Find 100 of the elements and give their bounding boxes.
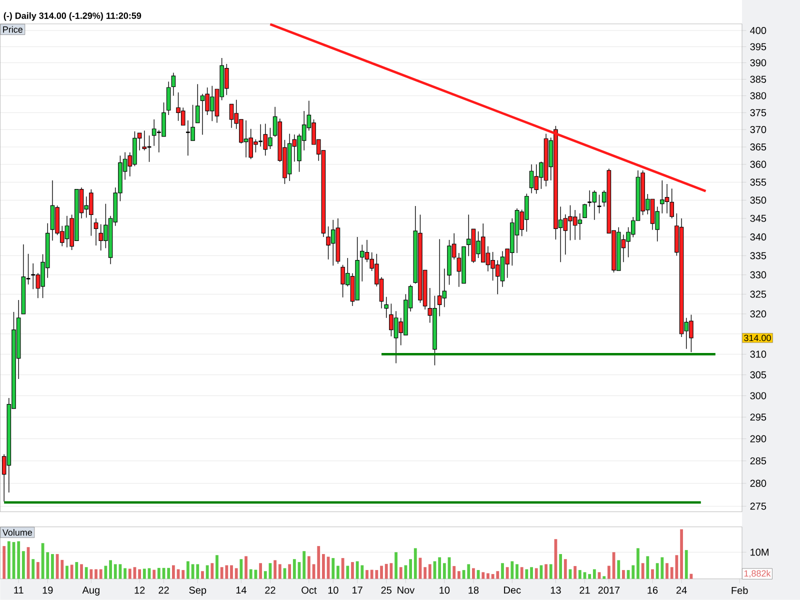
bar [482, 572, 485, 579]
x-tick-label: 14 [236, 586, 246, 594]
x-tick-label: 17 [352, 586, 362, 594]
bar [394, 552, 398, 579]
bar [346, 566, 350, 579]
bar [75, 562, 78, 579]
bar [617, 560, 620, 579]
bar [172, 565, 175, 579]
bar [442, 563, 446, 579]
bar [341, 558, 344, 579]
bar [472, 568, 475, 579]
bar [607, 566, 610, 579]
bar [399, 567, 402, 579]
y-tick-label: 280 [750, 480, 766, 487]
bar [666, 563, 668, 579]
annotation: 314.00 [744, 334, 771, 342]
bar [452, 566, 456, 579]
candlestick [171, 72, 176, 96]
y-tick-label: 305 [750, 371, 766, 378]
bar [332, 558, 335, 579]
bar [530, 567, 533, 579]
bar [380, 566, 383, 579]
bar [684, 550, 688, 579]
x-tick-label: 12 [134, 586, 145, 594]
y-tick-label: 355 [750, 178, 766, 186]
y-tick-label: 395 [750, 43, 766, 50]
candlestick [586, 190, 592, 208]
bar [559, 554, 562, 579]
candlestick [596, 194, 602, 214]
y-tick-label: 290 [750, 435, 766, 442]
x-tick-label: Dec [504, 586, 521, 594]
bar [578, 570, 582, 579]
y-tick-label: 325 [750, 290, 766, 298]
bar [457, 571, 460, 579]
bar [540, 565, 543, 579]
annotation: 1,882k [744, 570, 771, 578]
bar [264, 571, 267, 579]
y-tick-label: 385 [750, 76, 766, 83]
y-tick-label: 350 [750, 196, 766, 204]
bar [278, 564, 282, 579]
bar [506, 567, 509, 579]
bar [592, 569, 596, 579]
bar [409, 559, 412, 579]
candlestick [185, 120, 191, 156]
bar [583, 572, 586, 579]
bar [322, 554, 325, 579]
x-tick-label: 22 [158, 586, 169, 594]
bar [36, 562, 40, 579]
candlestick [195, 84, 200, 124]
bar [46, 552, 50, 579]
y-tick-label: 320 [750, 310, 766, 318]
bar [234, 568, 238, 579]
bar [414, 548, 417, 579]
chart-title: (-) Daily 314.00 (-1.29%) 11:20:59 [4, 12, 142, 21]
bar [70, 564, 74, 579]
bar [157, 568, 160, 579]
bar [636, 548, 640, 579]
x-tick-label: 11 [14, 586, 24, 594]
x-tick-label: Feb [732, 586, 748, 594]
y-tick-label: 400 [750, 27, 766, 34]
y-axis-title: Volume [2, 529, 32, 536]
y-tick-label: 375 [750, 109, 766, 116]
bar [525, 569, 528, 579]
bar [424, 567, 427, 579]
bar [534, 568, 538, 579]
bar [428, 564, 432, 579]
bar [244, 556, 248, 579]
bar [544, 564, 548, 579]
bar [467, 564, 470, 579]
bar [516, 564, 518, 579]
bar [259, 563, 262, 579]
x-tick-label: 21 [580, 586, 590, 594]
bar [574, 566, 577, 579]
bar [651, 569, 654, 579]
bar [549, 564, 552, 579]
x-tick-label: 24 [676, 586, 687, 594]
y-tick-label: 360 [750, 160, 766, 168]
bar [32, 559, 35, 579]
candlestick [142, 130, 147, 151]
candlestick [384, 296, 388, 318]
bar [588, 574, 592, 579]
y-tick-label: 330 [750, 271, 766, 278]
bar [486, 573, 490, 579]
y-tick-label: 345 [750, 214, 766, 222]
y-tick-label: 335 [750, 252, 766, 260]
bar [99, 569, 102, 579]
x-tick-label: 19 [42, 586, 53, 594]
x-tick-label: 2017 [598, 586, 620, 594]
bar [167, 568, 170, 579]
candlestick [30, 263, 36, 290]
bar [520, 567, 524, 579]
bar [7, 541, 10, 579]
bar [94, 569, 98, 579]
y-tick-label: 295 [750, 414, 766, 421]
bar [17, 541, 20, 579]
bar [641, 563, 644, 579]
y-tick-label: 340 [750, 234, 766, 241]
x-tick-label: 10 [440, 586, 450, 594]
y-tick-label: 310 [750, 350, 766, 358]
bar [201, 571, 204, 579]
